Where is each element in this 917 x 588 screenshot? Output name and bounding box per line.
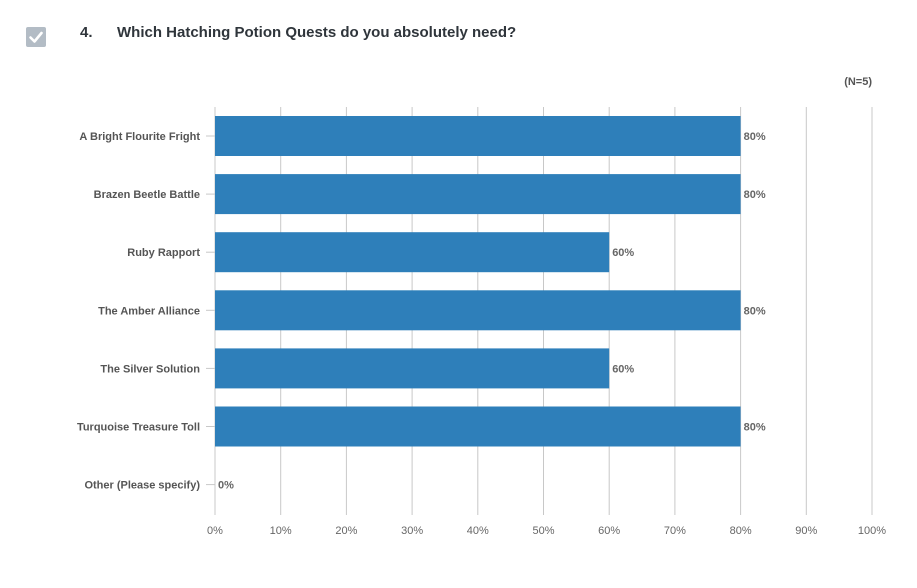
category-label: Other (Please specify)	[84, 480, 200, 492]
bar	[215, 406, 741, 447]
x-tick-label: 0%	[207, 525, 223, 537]
x-tick-label: 60%	[598, 525, 620, 537]
value-label: 0%	[218, 480, 234, 492]
value-label: 80%	[744, 422, 766, 434]
answered-checkbox	[26, 27, 46, 47]
category-label: Ruby Rapport	[127, 247, 200, 259]
category-label: The Silver Solution	[100, 363, 200, 375]
x-tick-label: 40%	[467, 525, 489, 537]
x-tick-label: 10%	[270, 525, 292, 537]
category-label: Brazen Beetle Battle	[94, 189, 200, 201]
value-label: 80%	[744, 189, 766, 201]
category-label: A Bright Flourite Fright	[79, 131, 200, 143]
bar	[215, 290, 741, 331]
question-title: Which Hatching Potion Quests do you abso…	[117, 24, 517, 41]
x-tick-label: 80%	[730, 525, 752, 537]
bar	[215, 232, 610, 273]
bar	[215, 348, 610, 389]
x-tick-label: 50%	[532, 525, 554, 537]
respondent-count: (N=5)	[844, 76, 872, 88]
value-label: 60%	[612, 363, 634, 375]
bar	[215, 116, 741, 156]
x-tick-label: 30%	[401, 525, 423, 537]
question-number: 4.	[80, 24, 93, 41]
category-label: Turquoise Treasure Toll	[77, 422, 200, 434]
value-label: 60%	[612, 247, 634, 259]
x-tick-label: 100%	[858, 525, 886, 537]
bar	[215, 174, 741, 215]
category-label: The Amber Alliance	[98, 305, 200, 317]
value-label: 80%	[744, 305, 766, 317]
checkmark-icon	[29, 31, 43, 43]
x-tick-label: 70%	[664, 525, 686, 537]
x-tick-label: 20%	[335, 525, 357, 537]
x-tick-label: 90%	[795, 525, 817, 537]
value-label: 80%	[744, 131, 766, 143]
